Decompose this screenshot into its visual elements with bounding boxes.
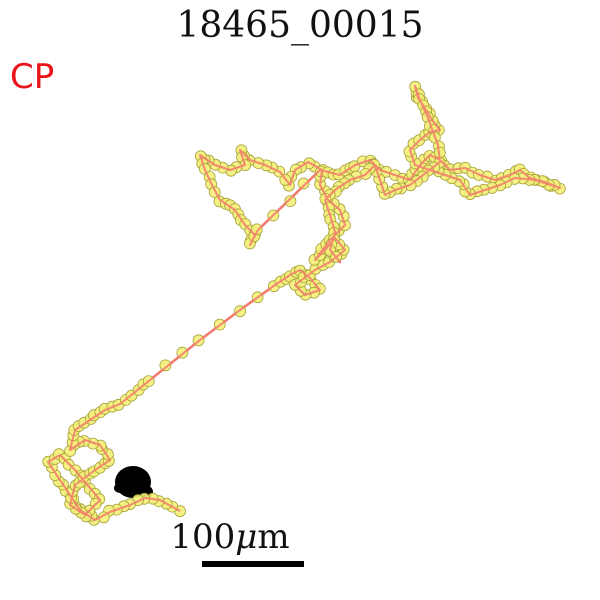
scale-unit-mu: μ [235, 517, 258, 557]
scale-bar-label: 100μm [150, 516, 310, 558]
track-point [284, 195, 297, 208]
track-path [46, 84, 562, 522]
tag-label: CP [10, 57, 55, 97]
track-point [297, 177, 310, 190]
track-point [159, 359, 172, 372]
track-path-overlay [47, 85, 561, 521]
figure-title: 18465_00015 [176, 5, 424, 46]
track-points [42, 80, 566, 526]
track-point [250, 223, 263, 236]
scale-bar [202, 561, 304, 567]
scale-unit-rest: m [257, 517, 290, 557]
scale-number: 100 [170, 517, 236, 557]
